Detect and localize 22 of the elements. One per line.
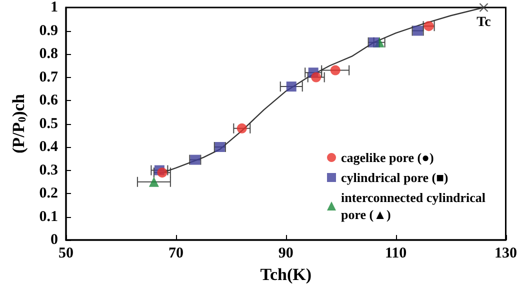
y-tick-label: 0.5: [39, 116, 58, 132]
x-tick-label: 130: [494, 246, 517, 262]
x-tick-label: 110: [384, 246, 407, 262]
annotation: Tc: [476, 15, 491, 30]
y-tick-label: 0.4: [39, 139, 58, 155]
x-axis-title: Tch(K): [260, 264, 312, 284]
y-axis-title: (P/P0)ch: [9, 94, 28, 154]
legend-label: interconnected cylindrical pore (▲): [341, 190, 489, 222]
y-tick-label: 0.7: [39, 69, 58, 86]
legend-label: cylindrical pore (■): [341, 170, 448, 185]
legend-label: cagelike pore (●): [341, 150, 434, 165]
x-tick-label: 70: [168, 246, 184, 262]
y-tick-label: 0.8: [39, 46, 58, 62]
y-tick-label: 0.1: [39, 208, 58, 225]
y-tick-label: 0.3: [39, 162, 58, 178]
y-tick-label: 0.9: [39, 22, 58, 39]
x-tick-label: 90: [278, 246, 294, 262]
y-tick-label: 0: [50, 232, 58, 248]
y-tick-label: 0.2: [39, 186, 58, 202]
x-tick-label: 50: [58, 246, 74, 262]
y-tick-label: 0.6: [39, 92, 58, 108]
y-tick-label: 1: [50, 0, 58, 16]
